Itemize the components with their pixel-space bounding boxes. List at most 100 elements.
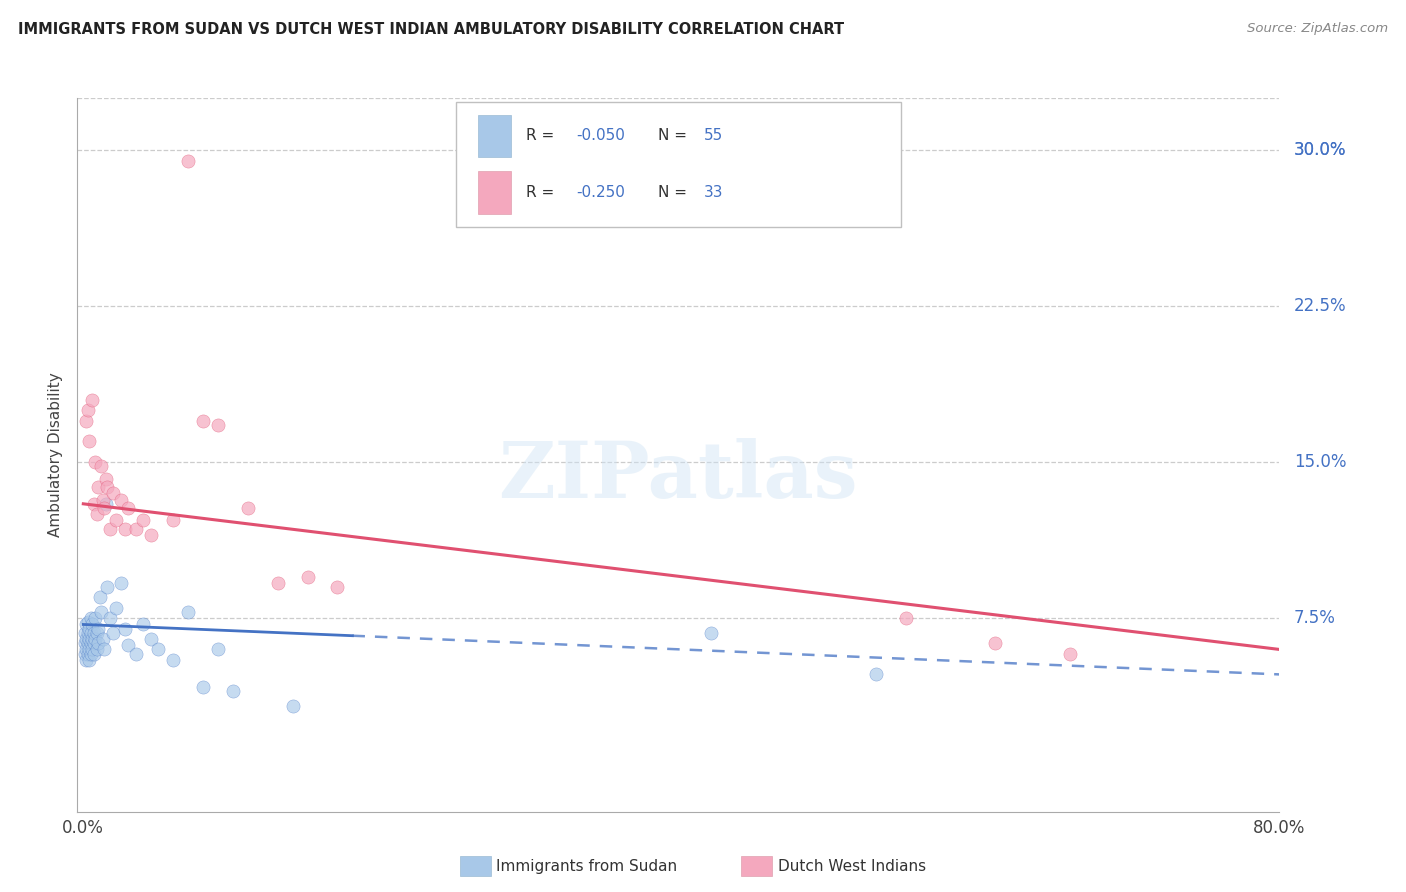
- Text: -0.250: -0.250: [576, 185, 626, 200]
- Point: [177, 605, 200, 619]
- Point: [76, 636, 98, 650]
- Point: [87, 636, 110, 650]
- Point: [96, 480, 118, 494]
- Point: [207, 417, 229, 432]
- Point: [117, 638, 139, 652]
- Point: [191, 414, 214, 428]
- Point: [76, 403, 98, 417]
- Point: [76, 647, 98, 661]
- Text: R =: R =: [526, 128, 558, 144]
- Point: [98, 522, 121, 536]
- Point: [94, 472, 117, 486]
- Point: [103, 486, 125, 500]
- Point: [105, 513, 128, 527]
- Text: IMMIGRANTS FROM SUDAN VS DUTCH WEST INDIAN AMBULATORY DISABILITY CORRELATION CHA: IMMIGRANTS FROM SUDAN VS DUTCH WEST INDI…: [18, 22, 845, 37]
- Point: [80, 625, 103, 640]
- Point: [82, 642, 104, 657]
- FancyBboxPatch shape: [478, 171, 512, 214]
- Text: Dutch West Indians: Dutch West Indians: [778, 859, 925, 873]
- Point: [110, 492, 132, 507]
- FancyBboxPatch shape: [478, 114, 512, 157]
- Point: [96, 580, 118, 594]
- Point: [84, 611, 107, 625]
- FancyBboxPatch shape: [456, 102, 901, 227]
- Point: [162, 653, 184, 667]
- Point: [82, 392, 104, 407]
- Point: [86, 507, 108, 521]
- Point: [132, 513, 155, 527]
- Point: [139, 632, 162, 646]
- Point: [110, 575, 132, 590]
- Point: [98, 611, 121, 625]
- Point: [984, 636, 1007, 650]
- Point: [114, 622, 136, 636]
- Text: 22.5%: 22.5%: [1294, 297, 1347, 315]
- Point: [84, 455, 107, 469]
- Point: [82, 632, 104, 646]
- Point: [79, 622, 101, 636]
- Point: [146, 642, 169, 657]
- Point: [207, 642, 229, 657]
- Point: [86, 625, 108, 640]
- Point: [80, 647, 103, 661]
- Text: N =: N =: [658, 128, 692, 144]
- Point: [73, 636, 96, 650]
- Point: [75, 642, 97, 657]
- Point: [73, 625, 96, 640]
- Point: [91, 492, 114, 507]
- Point: [326, 580, 349, 594]
- Point: [236, 500, 259, 515]
- Text: R =: R =: [526, 185, 558, 200]
- Point: [75, 617, 97, 632]
- Point: [894, 611, 917, 625]
- Point: [124, 647, 146, 661]
- Point: [103, 625, 125, 640]
- Point: [83, 636, 105, 650]
- Point: [93, 642, 115, 657]
- Text: 30.0%: 30.0%: [1294, 141, 1347, 159]
- Point: [75, 414, 97, 428]
- Point: [132, 617, 155, 632]
- Point: [93, 500, 115, 515]
- Point: [80, 636, 103, 650]
- Text: N =: N =: [658, 185, 692, 200]
- Point: [162, 513, 184, 527]
- Point: [79, 653, 101, 667]
- Point: [90, 605, 112, 619]
- Point: [87, 480, 110, 494]
- Point: [177, 153, 200, 168]
- Text: Immigrants from Sudan: Immigrants from Sudan: [496, 859, 678, 873]
- Point: [91, 632, 114, 646]
- Text: Source: ZipAtlas.com: Source: ZipAtlas.com: [1247, 22, 1388, 36]
- Point: [114, 522, 136, 536]
- Point: [281, 698, 304, 713]
- Point: [83, 625, 105, 640]
- Text: 33: 33: [703, 185, 723, 200]
- Point: [82, 617, 104, 632]
- Point: [75, 653, 97, 667]
- Text: 30.0%: 30.0%: [1294, 141, 1347, 159]
- Point: [75, 632, 97, 646]
- Point: [139, 528, 162, 542]
- Point: [124, 522, 146, 536]
- Point: [76, 625, 98, 640]
- Point: [865, 667, 887, 681]
- Text: 55: 55: [703, 128, 723, 144]
- Point: [105, 600, 128, 615]
- Point: [84, 632, 107, 646]
- Point: [79, 632, 101, 646]
- Point: [83, 647, 105, 661]
- Point: [83, 497, 105, 511]
- Point: [80, 611, 103, 625]
- Text: ZIPatlas: ZIPatlas: [499, 438, 858, 515]
- Point: [86, 642, 108, 657]
- Point: [222, 684, 245, 698]
- Text: 15.0%: 15.0%: [1294, 453, 1347, 471]
- Point: [267, 575, 290, 590]
- Point: [87, 622, 110, 636]
- Text: 7.5%: 7.5%: [1294, 609, 1336, 627]
- Text: -0.050: -0.050: [576, 128, 626, 144]
- Point: [117, 500, 139, 515]
- Point: [79, 434, 101, 449]
- Point: [73, 647, 96, 661]
